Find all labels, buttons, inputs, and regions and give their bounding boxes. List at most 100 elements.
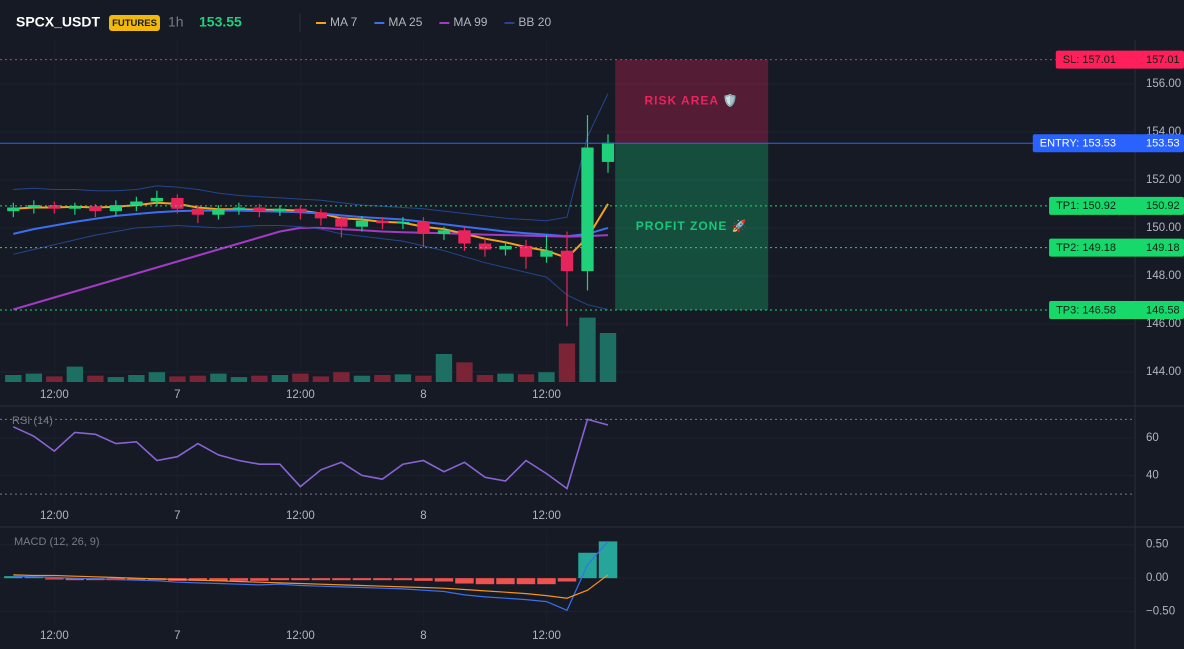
y-tick-label: 40 (1146, 469, 1159, 481)
candle-body (294, 208, 307, 213)
histogram-bar (332, 578, 351, 581)
badge-bg (109, 15, 160, 31)
volume-bar (66, 366, 84, 382)
candle-body (7, 207, 20, 212)
histogram-bar (270, 578, 290, 581)
candle-body (376, 220, 389, 224)
zone (615, 143, 769, 310)
indicator-line (13, 224, 609, 310)
volume-bar (87, 375, 104, 382)
candle-body (581, 147, 594, 272)
volume-bar (230, 377, 248, 382)
zone-label: PROFIT ZONE 🚀 (636, 219, 748, 233)
level-label: TP2: 149.18 (1056, 242, 1116, 254)
candle-body (27, 205, 40, 208)
histogram-bar (24, 576, 44, 579)
candle-body (212, 209, 225, 215)
volume-bar (107, 377, 125, 382)
x-tick-label: 12:00 (286, 510, 315, 522)
candle-body (109, 205, 123, 212)
volume-bar (148, 372, 166, 382)
x-tick-label: 12:00 (40, 510, 69, 522)
candle-body (335, 218, 348, 227)
candle-body (314, 212, 328, 219)
volume-bar (579, 317, 596, 382)
histogram-bar (393, 578, 413, 581)
candle-body (601, 142, 615, 162)
volume-bar (599, 333, 617, 382)
y-tick-label: 156.00 (1146, 78, 1181, 90)
histogram-bar (373, 578, 392, 581)
level-label: TP1: 150.92 (1056, 200, 1116, 212)
y-tick-label: 0.00 (1146, 572, 1168, 584)
histogram-bar (127, 578, 146, 581)
legend-label: MA 7 (330, 15, 358, 29)
x-tick-label: 7 (174, 510, 180, 522)
volume-bar (128, 375, 145, 382)
volume-bar (374, 375, 391, 382)
x-tick-label: 12:00 (532, 510, 561, 522)
x-tick-label: 8 (420, 389, 426, 401)
volume-bar (517, 374, 535, 382)
histogram-bar (414, 578, 433, 581)
x-tick-label: 12:00 (40, 389, 69, 401)
level-label-bg (1049, 196, 1184, 215)
histogram-bar (250, 578, 269, 581)
candle-body (437, 230, 451, 234)
histogram-bar (45, 578, 64, 580)
y-tick-label: 0.50 (1146, 539, 1168, 551)
histogram-bar (434, 578, 454, 582)
level-price: 149.18 (1146, 242, 1180, 254)
volume-bar (333, 372, 350, 382)
macd-line (13, 541, 609, 612)
y-tick-label: 146.00 (1146, 318, 1181, 330)
histogram-bar (598, 541, 618, 579)
indicator-line (13, 93, 609, 222)
histogram-bar (537, 578, 556, 585)
level-label: TP3: 146.58 (1056, 304, 1116, 316)
legend-label: MA 25 (388, 15, 422, 29)
y-tick-label: −0.50 (1146, 606, 1175, 618)
histogram-bar (209, 578, 228, 581)
candle-body (191, 208, 205, 215)
legend-label: MA 99 (453, 15, 487, 29)
candle-body (68, 206, 81, 209)
zone-label: RISK AREA 🛡️ (644, 94, 738, 108)
level-label-bg (1049, 238, 1184, 257)
candle-body (540, 250, 553, 257)
rsi-line (12, 418, 609, 490)
candle-body (130, 201, 143, 206)
zone (615, 59, 769, 144)
level-label-bg (1049, 301, 1184, 319)
volume-bar (456, 362, 473, 382)
volume-bar (435, 354, 453, 382)
candle-body (519, 245, 533, 257)
level-label: ENTRY: 153.53 (1040, 138, 1116, 150)
candle-body (478, 243, 492, 250)
y-tick-label: 148.00 (1146, 270, 1181, 282)
indicator-line (13, 209, 609, 238)
candle-body (48, 205, 61, 209)
x-tick-label: 12:00 (40, 630, 69, 642)
candle-body (253, 207, 266, 212)
histogram-bar (291, 578, 310, 581)
volume-bar (312, 376, 330, 382)
volume-bar (292, 373, 309, 382)
y-tick-label: 144.00 (1146, 366, 1181, 378)
histogram-bar (4, 576, 23, 579)
volume-bar (210, 373, 227, 382)
last-price: 153.55 (199, 14, 242, 30)
histogram-bar (557, 578, 577, 582)
candle-body (150, 197, 164, 202)
volume-bar (169, 376, 186, 382)
histogram-bar (311, 578, 331, 581)
volume-bar (558, 343, 576, 382)
x-tick-label: 12:00 (286, 630, 315, 642)
volume-bar (394, 374, 412, 382)
candle-body (458, 230, 471, 244)
histogram-bar (352, 578, 372, 581)
volume-bar (538, 372, 555, 382)
histogram-bar (475, 578, 495, 585)
